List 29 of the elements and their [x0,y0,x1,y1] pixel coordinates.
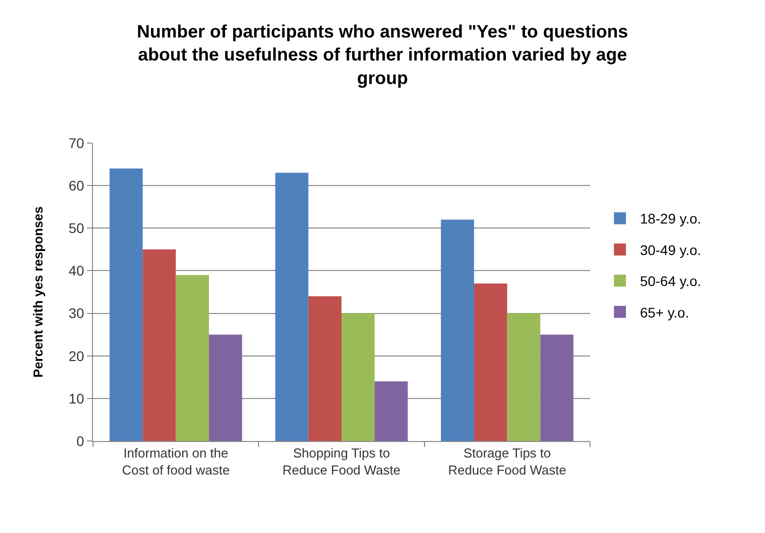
y-tick-label: 40 [68,262,84,279]
bar [507,313,540,441]
y-tick-label: 0 [76,432,84,449]
x-tick-label: Information on the Cost of food waste [122,446,230,478]
bar [440,220,474,441]
y-tick-label: 50 [68,220,84,236]
bar [342,313,375,441]
legend-label: 30-49 y.o. [640,242,702,258]
bar [374,381,408,441]
legend-label: 18-29 y.o. [640,210,702,227]
y-tick-label: 70 [68,134,84,151]
bar [142,249,176,441]
bar [208,334,242,441]
bar [308,296,342,441]
y-tick-label: 20 [68,348,84,364]
x-tick-label: Storage Tips to Reduce Food Waste [448,446,566,478]
y-tick-label: 30 [68,305,84,322]
y-tick-label: 60 [68,177,84,194]
bar [540,334,574,441]
bar [110,168,143,441]
legend-label: 65+ y.o. [640,304,690,320]
bar [275,172,308,441]
y-axis-title: Percent with yes responses [30,206,46,378]
x-tick-label: Shopping Tips to Reduce Food Waste [282,446,401,478]
bar [474,283,508,441]
legend-label: 50-64 y.o. [640,273,702,290]
bar [176,274,209,441]
chart-title: Number of participants who answered "Yes" to questions about the usefulness of further information varied by age group [136,21,628,88]
y-tick-label: 10 [68,390,84,406]
